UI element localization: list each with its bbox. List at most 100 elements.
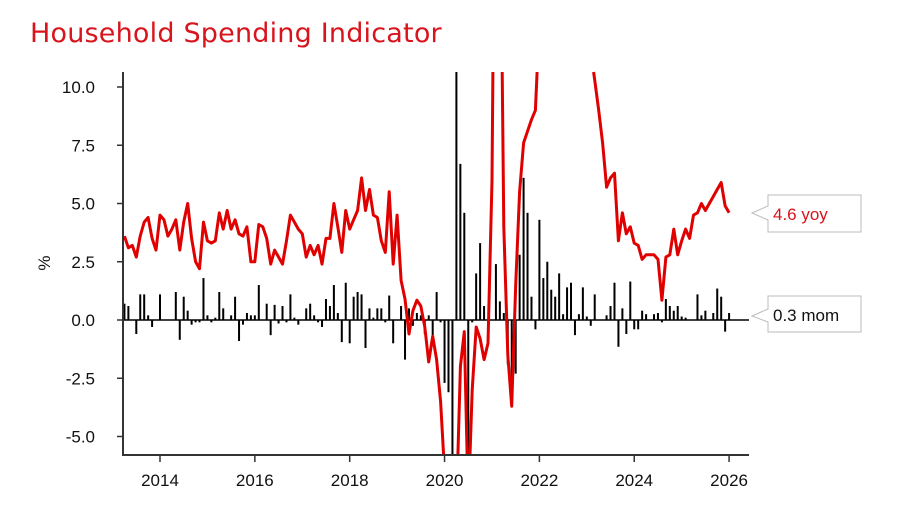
axes [122,72,749,456]
mom-bar [332,285,335,320]
mom-bar [577,314,580,320]
y-axis-label: % [35,255,54,270]
mom-bar [352,296,355,320]
mom-bar [494,264,497,320]
mom-bar [305,308,308,320]
mom-bar [238,320,241,341]
mom-bar [550,289,553,320]
mom-bar [234,296,237,320]
mom-bar [214,317,217,320]
mom-bar [629,281,632,320]
mom-bar [376,308,379,320]
mom-bar [388,295,391,320]
mom-bar [467,320,470,455]
mom-bar [202,278,205,320]
mom-bar [538,219,541,320]
x-tick-label: 2014 [141,471,179,490]
mom-bar [589,320,592,326]
mom-bar [475,273,478,320]
mom-bar [293,317,296,320]
mom-bar [427,315,430,320]
mom-bar [534,320,537,330]
mom-bar [364,320,367,348]
mom-bar [289,294,292,320]
mom-bar [447,320,450,393]
mom-bar [502,313,505,320]
mom-bar [471,320,474,323]
mom-bar [245,313,248,320]
mom-bar [668,306,671,320]
mom-bar [190,320,193,325]
mom-bar [206,315,209,320]
mom-bar [135,320,138,334]
y-tick-label: 2.5 [71,253,95,272]
mom-bar [451,320,454,455]
mom-bar [380,308,383,320]
mom-bar [269,320,272,336]
mom-bar [633,320,636,330]
mom-bar [297,320,300,325]
mom-bar [684,317,687,320]
mom-bar [360,294,363,320]
mom-bar [222,308,225,320]
mom-bar [613,282,616,320]
mom-bar [680,316,683,320]
mom-bar [439,320,442,323]
y-tick-label: 5.0 [71,195,95,214]
mom-bar [159,294,161,320]
mom-bar [324,299,327,320]
mom-bar [321,320,324,327]
mom-bar [573,320,576,336]
mom-bar [249,315,252,320]
mom-bar [653,314,655,320]
mom-bar [178,320,181,340]
yoy-callout-box [750,194,862,233]
mom-bar [317,320,320,323]
mom-bar [368,308,371,320]
y-tick-label: -5.0 [66,428,95,447]
mom-bar [435,292,438,320]
mom-bar [210,320,213,323]
mom-bar [621,308,624,320]
mom-bar [530,296,533,320]
mom-bar [340,320,343,343]
mom-bar [479,243,482,320]
mom-bar [712,313,715,320]
mom-bar [182,296,185,320]
mom-bar [194,320,197,323]
mom-callout-box [750,295,862,333]
x-tick-label: 2020 [426,471,464,490]
mom-bar [716,288,719,320]
mom-bar [664,299,667,320]
mom-bar [617,320,620,347]
mom-bar [546,261,549,320]
mom-bar [696,294,699,320]
mom-bar [728,313,731,320]
mom-bar [526,212,529,320]
yoy-end-label-text: 4.6 yoy [773,205,828,224]
y-tick-label: 10.0 [62,78,95,97]
mom-bar [593,294,596,320]
mom-bar [241,320,244,325]
mom-bars [123,72,731,455]
mom-bar [660,320,663,323]
mom-bar [174,292,177,320]
mom-bar [419,315,422,320]
mom-bar [724,320,727,332]
mom-bar [566,287,569,320]
mom-bar [257,285,260,320]
mom-bar [218,292,221,320]
mom-bar [609,306,612,320]
mom-bar [562,314,565,320]
mom-bar [123,303,126,320]
mom-bar [356,292,359,320]
mom-bar [542,278,545,320]
mom-bar [336,313,339,320]
mom-bar [637,320,640,330]
mom-bar [285,320,288,323]
mom-bar [139,294,142,320]
x-tick-label: 2016 [236,471,274,490]
mom-bar [585,316,588,320]
mom-bar [645,314,648,320]
